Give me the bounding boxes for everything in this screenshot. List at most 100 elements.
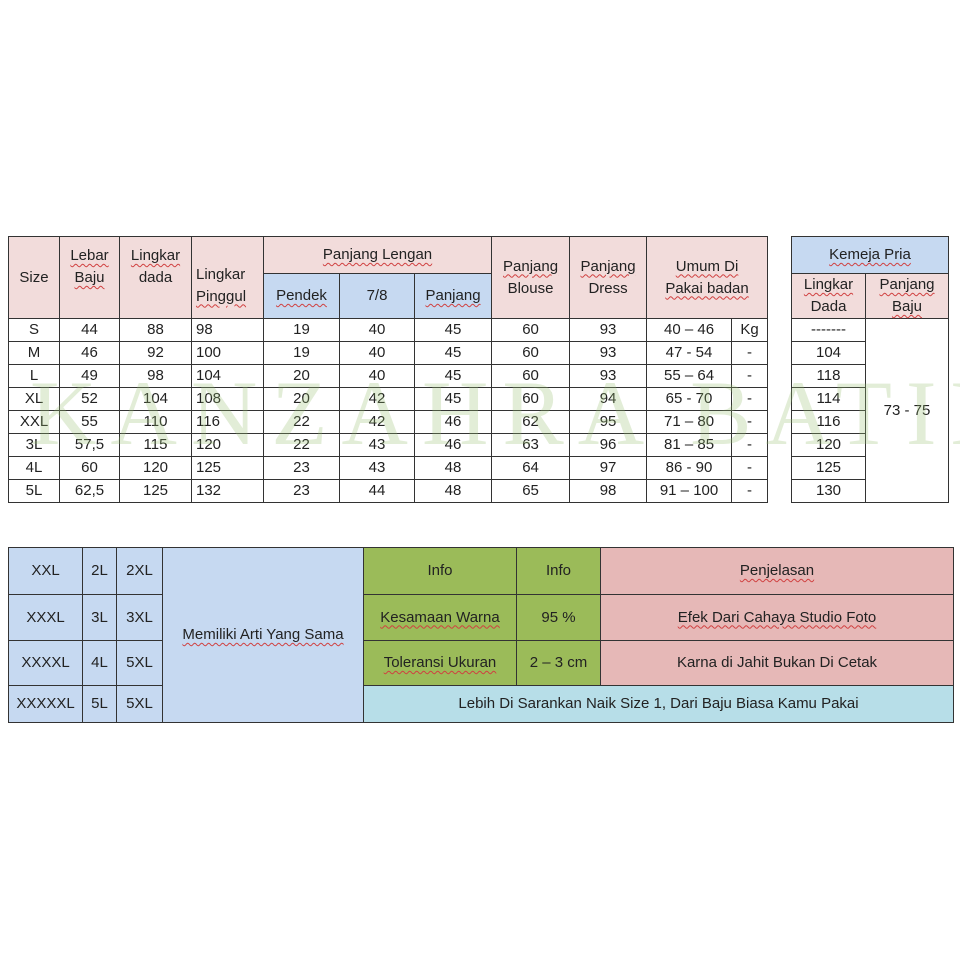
size-cell: 104 [119, 387, 192, 411]
size-cell: 40 [339, 364, 415, 388]
header-pendek: Pendek [263, 273, 340, 319]
equiv-cell: XXXL [8, 594, 83, 641]
header-kemeja-pria: Kemeja Pria [790, 236, 950, 274]
size-cell: - [731, 433, 769, 457]
size-cell: - [731, 410, 769, 434]
equiv-cell: 2L [82, 547, 117, 595]
header-umum-pakai-badan: Umum Di Pakai badan [646, 236, 769, 319]
info-explanation: Efek Dari Cahaya Studio Foto [600, 594, 954, 641]
kemeja-row: 104 [791, 341, 949, 365]
size-cell: 57,5 [59, 433, 120, 457]
size-cell: 97 [569, 456, 648, 480]
size-cell: 64 [491, 456, 571, 480]
size-cell: 120 [191, 433, 264, 457]
header-7-8: 7/8 [339, 273, 415, 319]
size-cell: 125 [191, 456, 264, 480]
size-cell: 46 [413, 433, 493, 457]
size-cell: 63 [491, 433, 571, 457]
size-cell: 22 [263, 433, 340, 457]
size-cell: 47 - 54 [646, 341, 733, 365]
size-cell: 65 [491, 479, 571, 503]
size-cell: S [8, 318, 60, 342]
size-cell: 94 [569, 387, 648, 411]
size-cell: 93 [569, 341, 648, 365]
size-cell: 92 [119, 341, 192, 365]
size-cell: 4L [8, 456, 60, 480]
lingkar-dada-cell: 116 [791, 410, 866, 434]
lingkar-dada-cell: 118 [791, 364, 866, 388]
size-cell: 98 [119, 364, 192, 388]
size-cell: 19 [263, 318, 340, 342]
info-label: Toleransi Ukuran [363, 640, 517, 686]
lingkar-dada-cell: 125 [791, 456, 866, 480]
lingkar-dada-cell: 130 [791, 479, 866, 503]
info-explanation: Karna di Jahit Bukan Di Cetak [600, 640, 954, 686]
size-cell: 60 [491, 387, 571, 411]
size-cell: 116 [191, 410, 264, 434]
size-cell: 60 [491, 318, 571, 342]
size-cell: 42 [339, 410, 415, 434]
size-row: XL 52 104 108 20 42 45 60 94 65 - 70- [8, 387, 769, 411]
header-panjang-baju-pria: Panjang Baju [864, 273, 950, 319]
size-cell: - [731, 387, 769, 411]
size-chart-table: Size Lebar Baju Lingkar dada Lingkar Pinggu… [8, 236, 769, 503]
size-cell: 23 [263, 479, 340, 503]
size-cell: 93 [569, 318, 648, 342]
size-cell: 45 [413, 364, 493, 388]
size-cell: 43 [339, 433, 415, 457]
size-cell: 42 [339, 387, 415, 411]
lingkar-dada-cell: 120 [791, 433, 866, 457]
size-cell: 62 [491, 410, 571, 434]
kemeja-row: 130 [791, 479, 949, 503]
size-cell: 60 [491, 341, 571, 365]
header-lingkar-dada: Lingkar dada [119, 236, 192, 319]
size-cell: 48 [413, 456, 493, 480]
header-panjang-blouse: Panjang Blouse [491, 236, 571, 319]
size-cell: 45 [413, 341, 493, 365]
kemeja-pria-table: Kemeja Pria Lingkar Dada Panjang Baju ----… [790, 236, 950, 503]
size-cell: 62,5 [59, 479, 120, 503]
header-lingkar-pinggul: Lingkar Pinggul [191, 236, 264, 319]
size-cell: 115 [119, 433, 192, 457]
size-cell: 86 - 90 [646, 456, 733, 480]
lingkar-dada-cell: 114 [791, 387, 866, 411]
kemeja-row: 116 [791, 410, 949, 434]
size-cell: 40 [339, 341, 415, 365]
size-cell: XL [8, 387, 60, 411]
size-cell: 40 [339, 318, 415, 342]
info-value: 2 – 3 cm [516, 640, 601, 686]
size-row: L 49 98 104 20 40 45 60 93 55 – 64- [8, 364, 769, 388]
size-cell: 91 – 100 [646, 479, 733, 503]
lingkar-dada-cell: ------- [791, 318, 866, 342]
info-label: Kesamaan Warna [363, 594, 517, 641]
size-cell: 20 [263, 387, 340, 411]
size-cell: 93 [569, 364, 648, 388]
size-cell: 49 [59, 364, 120, 388]
penjelasan-header: Penjelasan [600, 547, 954, 595]
equiv-cell: XXL [8, 547, 83, 595]
size-cell: 125 [119, 479, 192, 503]
size-cell: 45 [413, 387, 493, 411]
kemeja-row: 118 [791, 364, 949, 388]
info-header: Info [363, 547, 517, 595]
size-cell: 22 [263, 410, 340, 434]
size-cell: 100 [191, 341, 264, 365]
size-cell: 44 [59, 318, 120, 342]
size-row: S 44 88 98 19 40 45 60 93 40 – 46 Kg [8, 318, 769, 342]
size-cell: 60 [491, 364, 571, 388]
size-row: 4L 60 120 125 23 43 48 64 97 86 - 90- [8, 456, 769, 480]
size-cell: 60 [59, 456, 120, 480]
size-cell: 3L [8, 433, 60, 457]
size-cell: 45 [413, 318, 493, 342]
header-lingkar-dada-pria: Lingkar Dada [791, 273, 866, 319]
header-lebar-baju: Lebar Baju [59, 236, 120, 319]
equiv-cell: 4L [82, 640, 117, 686]
size-cell: 95 [569, 410, 648, 434]
equiv-cell: 5XL [116, 640, 163, 686]
size-cell: 88 [119, 318, 192, 342]
size-cell: 110 [119, 410, 192, 434]
size-cell: 71 – 80 [646, 410, 733, 434]
size-cell: 52 [59, 387, 120, 411]
size-row: XXL 55 110 116 22 42 46 62 95 71 – 80- [8, 410, 769, 434]
equiv-cell: 3XL [116, 594, 163, 641]
